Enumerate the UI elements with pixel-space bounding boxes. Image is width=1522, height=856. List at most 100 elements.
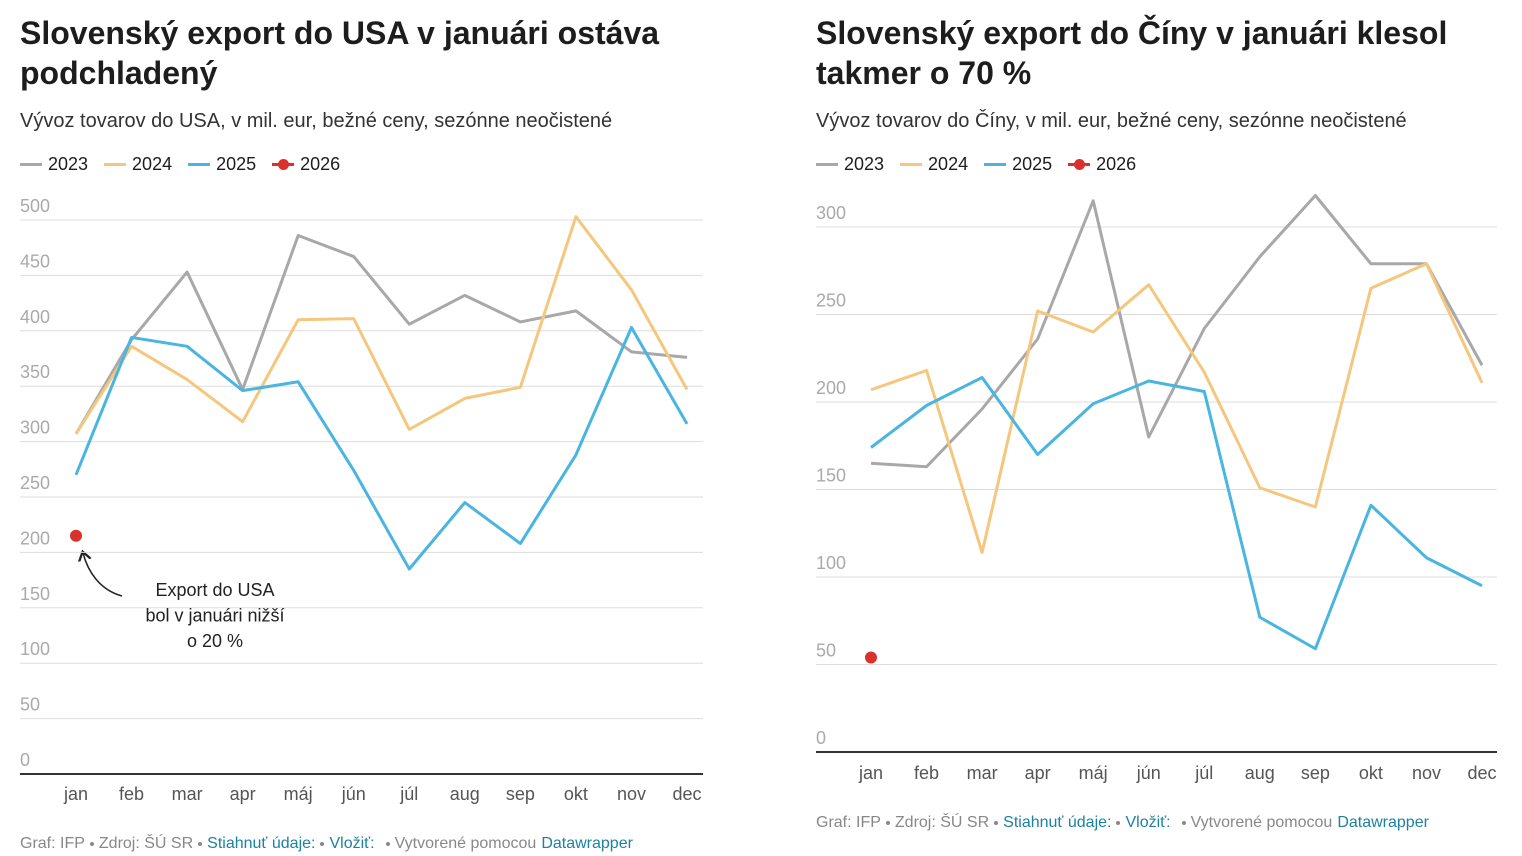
footer-credit: Graf: IFP bbox=[816, 814, 881, 831]
legend-label: 2023 bbox=[48, 154, 89, 174]
legend-label: 2026 bbox=[300, 154, 341, 174]
x-tick-label: aug bbox=[1245, 763, 1275, 783]
x-tick-label: dec bbox=[1467, 763, 1496, 783]
legend: 2023 2024 2025 2026 bbox=[816, 154, 1136, 175]
x-tick-label: mar bbox=[172, 784, 203, 804]
legend-item: 2023 bbox=[816, 154, 884, 175]
footer-made-with: Vytvorené pomocou bbox=[1190, 814, 1333, 831]
x-tick-label: okt bbox=[564, 784, 588, 804]
embed-link[interactable]: Vložiť: bbox=[1125, 814, 1171, 831]
embed-link[interactable]: Vložiť: bbox=[329, 835, 375, 852]
y-tick-label: 100 bbox=[816, 553, 846, 573]
legend-dot bbox=[278, 159, 290, 170]
x-tick-label: júl bbox=[399, 784, 418, 804]
x-tick-label: aug bbox=[450, 784, 480, 804]
y-tick-label: 0 bbox=[816, 728, 826, 748]
series-line bbox=[74, 234, 688, 435]
series-line bbox=[870, 194, 1484, 469]
x-tick-label: júl bbox=[1194, 763, 1213, 783]
x-tick-label: okt bbox=[1359, 763, 1383, 783]
separator bbox=[1181, 821, 1186, 825]
separator bbox=[994, 821, 999, 825]
x-tick-label: nov bbox=[617, 784, 646, 804]
legend-label: 2024 bbox=[132, 154, 173, 174]
legend-swatch bbox=[20, 163, 42, 166]
separator bbox=[320, 842, 325, 846]
chart-subtitle: Vývoz tovarov do USA, v mil. eur, bežné … bbox=[20, 110, 613, 132]
y-tick-label: 300 bbox=[20, 418, 50, 438]
x-tick-label: mar bbox=[967, 763, 998, 783]
y-tick-label: 200 bbox=[20, 528, 50, 548]
legend-label: 2026 bbox=[1096, 154, 1137, 174]
annotation: bol v januári nižší bbox=[145, 605, 284, 625]
legend-item: 2025 bbox=[188, 154, 256, 175]
y-tick-label: 350 bbox=[20, 362, 50, 382]
x-tick-label: dec bbox=[672, 784, 701, 804]
x-tick-label: feb bbox=[914, 763, 939, 783]
legend-item: 2024 bbox=[900, 154, 968, 175]
chart-subtitle: Vývoz tovarov do Číny, v mil. eur, bežné… bbox=[816, 110, 1407, 132]
y-tick-label: 450 bbox=[20, 251, 50, 271]
x-tick-label: feb bbox=[119, 784, 144, 804]
y-tick-label: 200 bbox=[816, 378, 846, 398]
annotation: Export do USA bbox=[155, 580, 274, 600]
y-tick-label: 500 bbox=[20, 196, 50, 216]
data-point bbox=[865, 651, 877, 664]
y-tick-label: 400 bbox=[20, 307, 50, 327]
legend: 2023 2024 2025 2026 bbox=[20, 154, 340, 175]
datawrapper-link[interactable]: Datawrapper bbox=[541, 835, 633, 852]
series-line bbox=[870, 262, 1484, 554]
legend-swatch bbox=[272, 159, 295, 170]
legend-swatch bbox=[1068, 159, 1091, 170]
legend-item: 2026 bbox=[272, 154, 340, 175]
footer-credit: Graf: IFP bbox=[20, 835, 85, 852]
download-link[interactable]: Stiahnuť údaje: bbox=[207, 835, 316, 852]
y-tick-label: 150 bbox=[816, 466, 846, 486]
footer-source: Zdroj: ŠÚ SR bbox=[894, 814, 990, 831]
separator bbox=[198, 842, 203, 846]
y-tick-label: 150 bbox=[20, 584, 50, 604]
legend-label: 2024 bbox=[928, 154, 969, 174]
x-tick-label: sep bbox=[1301, 763, 1330, 783]
legend-label: 2025 bbox=[1012, 154, 1053, 174]
chart-title: Slovenský export do USA v januári ostáva… bbox=[20, 15, 660, 91]
legend-item: 2025 bbox=[984, 154, 1052, 175]
x-tick-label: apr bbox=[1025, 763, 1051, 783]
separator bbox=[885, 821, 890, 825]
x-tick-label: jún bbox=[1136, 763, 1161, 783]
x-tick-label: jan bbox=[858, 763, 883, 783]
data-point bbox=[70, 529, 82, 542]
y-tick-label: 250 bbox=[816, 291, 846, 311]
legend-label: 2023 bbox=[844, 154, 885, 174]
y-tick-label: 50 bbox=[816, 641, 836, 661]
y-tick-label: 0 bbox=[20, 750, 30, 770]
legend-swatch bbox=[188, 163, 211, 166]
legend-item: 2026 bbox=[1068, 154, 1136, 175]
x-tick-label: apr bbox=[230, 784, 256, 804]
legend-swatch bbox=[104, 163, 127, 166]
legend-item: 2023 bbox=[20, 154, 88, 175]
y-tick-label: 50 bbox=[20, 695, 40, 715]
chart-title: Slovenský export do Číny v januári kleso… bbox=[816, 15, 1448, 91]
y-tick-label: 250 bbox=[20, 473, 50, 493]
legend-swatch bbox=[984, 163, 1007, 166]
legend-swatch bbox=[816, 163, 838, 166]
footer-source: Zdroj: ŠÚ SR bbox=[98, 835, 194, 852]
y-tick-label: 300 bbox=[816, 203, 846, 223]
datawrapper-link[interactable]: Datawrapper bbox=[1337, 814, 1429, 831]
separator bbox=[1116, 821, 1121, 825]
download-link[interactable]: Stiahnuť údaje: bbox=[1003, 814, 1112, 831]
footer-made-with: Vytvorené pomocou bbox=[394, 835, 537, 852]
legend-label: 2025 bbox=[216, 154, 257, 174]
series-line bbox=[870, 376, 1483, 651]
series-line bbox=[74, 215, 689, 435]
separator bbox=[89, 842, 94, 846]
y-tick-label: 100 bbox=[20, 639, 50, 659]
x-tick-label: jan bbox=[63, 784, 88, 804]
series-line bbox=[74, 325, 689, 571]
x-tick-label: máj bbox=[1079, 763, 1108, 783]
annotation: o 20 % bbox=[187, 631, 243, 651]
x-tick-label: máj bbox=[284, 784, 313, 804]
